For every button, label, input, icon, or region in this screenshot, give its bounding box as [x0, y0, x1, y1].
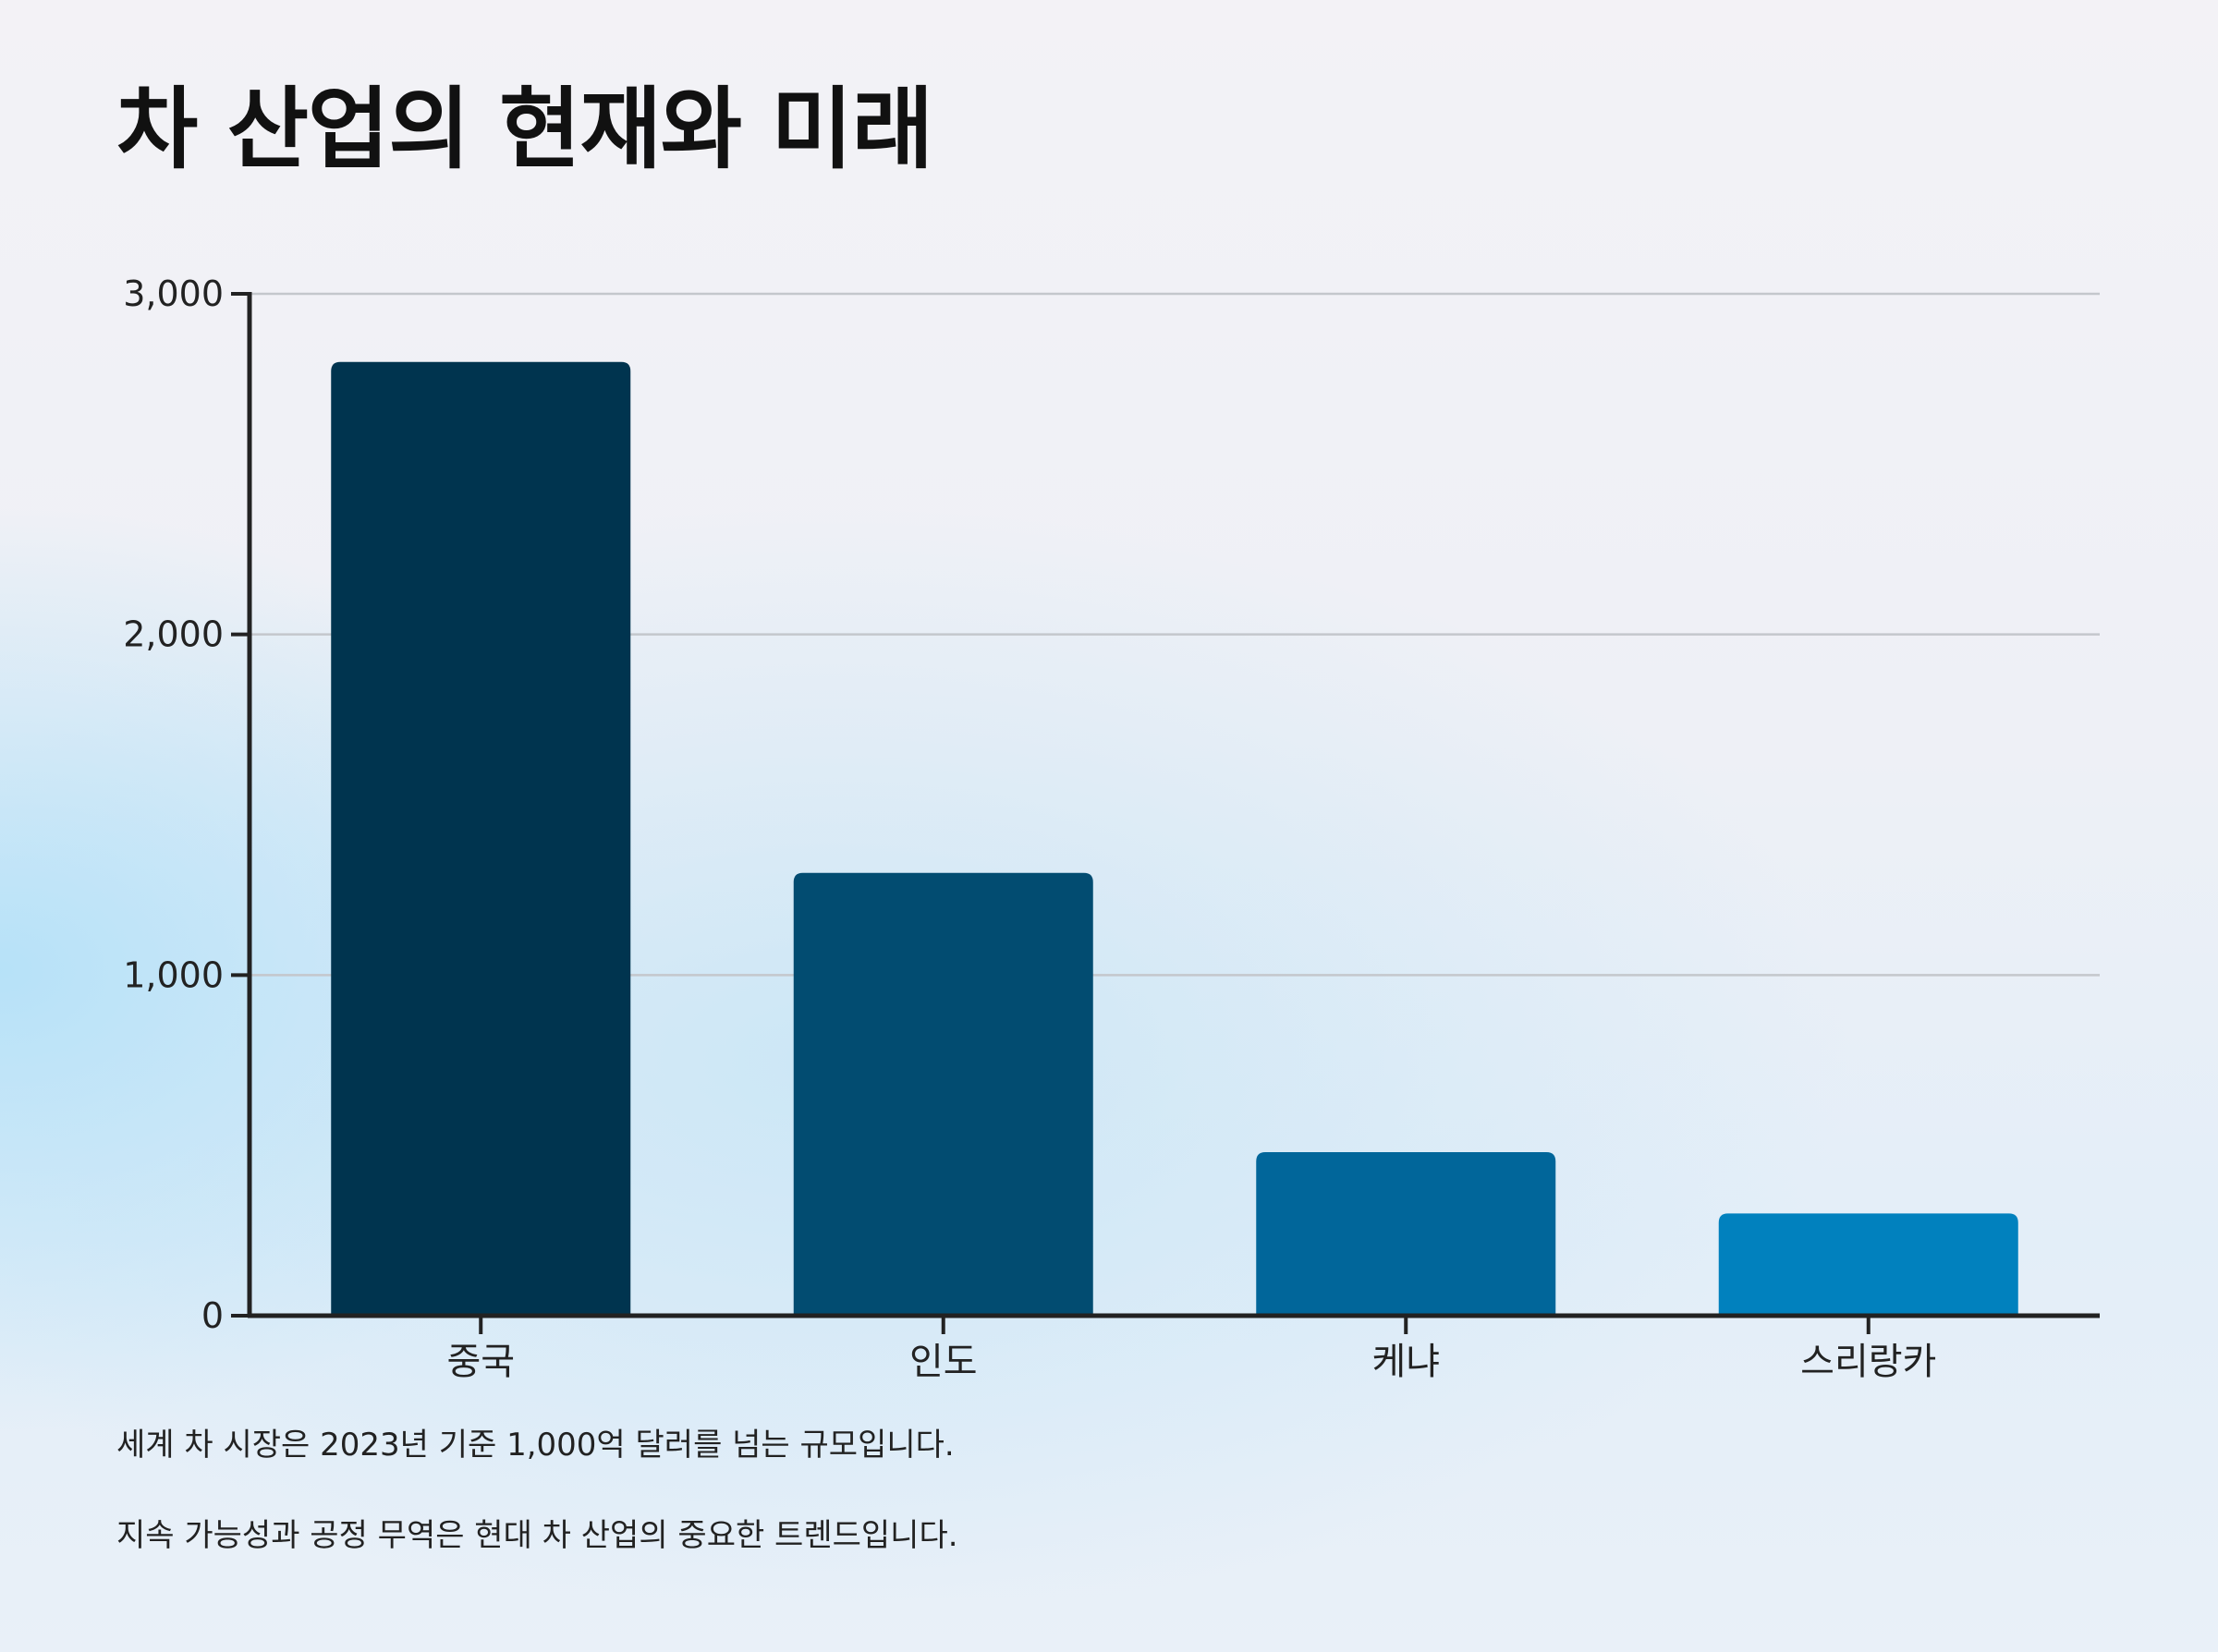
footnote-market-size: 세계 차 시장은 2023년 기준 1,000억 달러를 넘는 규모입니다. [116, 1427, 955, 1464]
y-tick-label-2000: 2,000 [123, 614, 224, 655]
x-tick-label-4: 스리랑카 [1800, 1341, 1936, 1383]
y-tick-label-0: 0 [201, 1295, 224, 1336]
bar-4 [1718, 1213, 2018, 1316]
bar-1 [331, 361, 631, 1316]
footnote-trends: 지속 가능성과 공정 무역은 현대 차 산업의 중요한 트렌드입니다. [116, 1517, 958, 1554]
bar-2 [793, 872, 1093, 1316]
x-tick-label-3: 케냐 [1371, 1341, 1440, 1383]
tick-labels: 0 1,000 2,000 3,000 중국 인도 케냐 스리랑카 [123, 273, 1936, 1383]
x-tick-label-1: 중국 [446, 1341, 515, 1383]
page-title: 차 산업의 현재와 미래 [116, 78, 933, 181]
bars [331, 361, 2018, 1316]
bar-chart: 0 1,000 2,000 3,000 중국 인도 케냐 스리랑카 [123, 273, 2100, 1383]
bar-3 [1256, 1152, 1556, 1316]
y-tick-label-3000: 3,000 [123, 273, 224, 314]
axes [231, 292, 2100, 1334]
y-tick-label-1000: 1,000 [123, 954, 224, 995]
x-tick-label-2: 인도 [909, 1341, 978, 1383]
